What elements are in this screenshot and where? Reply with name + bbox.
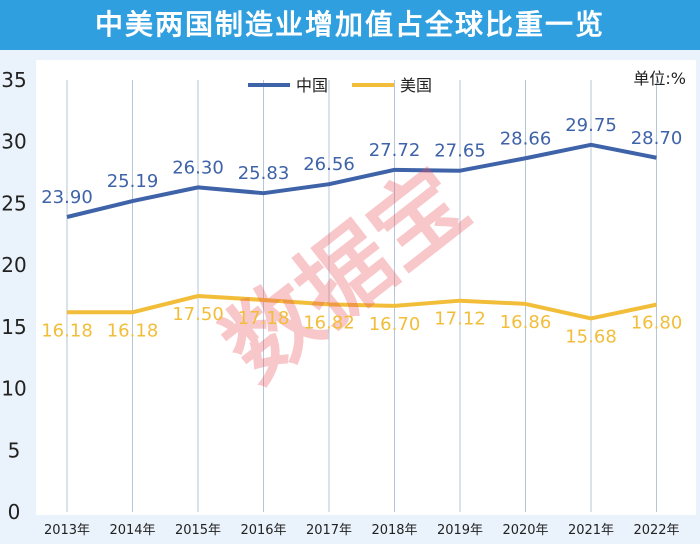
unit-label: 单位:% <box>633 69 686 88</box>
x-tick-label: 2017年 <box>306 523 352 538</box>
data-label: 17.12 <box>434 309 486 330</box>
chart-title: 中美两国制造业增加值占全球比重一览 <box>94 8 605 41</box>
data-label: 28.70 <box>631 128 683 149</box>
y-tick-label: 10 <box>1 377 26 401</box>
y-tick-label: 20 <box>1 253 26 277</box>
x-axis-ticks: 2013年 2014年 2015年 2016年 2017年 2018年 2019年 2020年… <box>44 523 680 538</box>
data-label: 17.18 <box>238 308 290 329</box>
data-label: 23.90 <box>41 187 93 208</box>
y-tick-label: 0 <box>8 500 21 524</box>
x-tick-label: 2020年 <box>502 523 548 538</box>
data-label: 26.30 <box>172 157 224 178</box>
y-tick-label: 30 <box>1 130 26 154</box>
legend: 中国 美国 <box>248 76 432 95</box>
data-label: 27.65 <box>434 141 486 162</box>
y-axis-ticks: 0 5 10 15 20 25 30 35 <box>1 68 26 524</box>
x-tick-label: 2021年 <box>568 523 614 538</box>
y-tick-label: 15 <box>1 315 26 339</box>
data-label: 27.72 <box>369 140 421 161</box>
plot-area <box>36 60 696 515</box>
x-tick-label: 2022年 <box>633 523 679 538</box>
data-label: 16.18 <box>107 320 159 341</box>
data-label: 25.19 <box>107 171 159 192</box>
data-label: 16.80 <box>631 313 683 334</box>
series-lines <box>66 142 657 321</box>
data-label: 16.82 <box>303 312 355 333</box>
y-tick-label: 25 <box>1 191 26 215</box>
x-tick-label: 2015年 <box>175 523 221 538</box>
data-label: 16.86 <box>500 312 552 333</box>
x-tick-label: 2013年 <box>44 523 90 538</box>
x-tick-label: 2016年 <box>240 523 286 538</box>
data-label: 26.56 <box>303 154 355 175</box>
data-label: 29.75 <box>565 115 617 136</box>
data-label: 28.66 <box>500 128 552 149</box>
x-tick-label: 2014年 <box>109 523 155 538</box>
x-tick-label: 2019年 <box>437 523 483 538</box>
data-label: 16.18 <box>41 320 93 341</box>
data-label: 15.68 <box>565 326 617 347</box>
data-label: 16.70 <box>369 314 421 335</box>
series-line-0 <box>66 142 657 219</box>
y-tick-label: 5 <box>8 438 21 462</box>
data-labels: 23.90 25.19 26.30 25.83 26.56 27.72 27.65 28.66… <box>41 115 682 348</box>
data-label: 17.50 <box>172 304 224 325</box>
legend-label: 中国 <box>296 76 328 95</box>
data-label: 25.83 <box>238 163 290 184</box>
x-tick-label: 2018年 <box>371 523 417 538</box>
series-line-1 <box>67 294 657 321</box>
title-banner: 中美两国制造业增加值占全球比重一览 <box>0 0 700 50</box>
legend-label: 美国 <box>400 76 432 95</box>
y-tick-label: 35 <box>1 68 26 92</box>
plot-background <box>36 60 696 515</box>
